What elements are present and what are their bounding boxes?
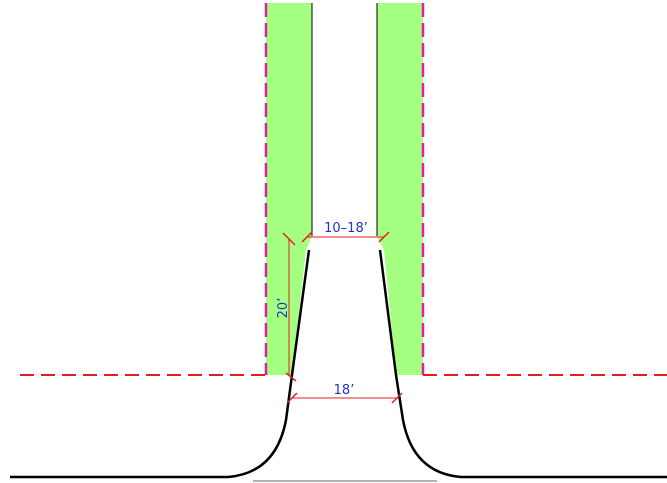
right-driveway-edge	[378, 249, 667, 479]
right-green-strip	[377, 3, 423, 375]
left-driveway-edge	[10, 249, 311, 479]
bottom-width-dimension: 18’	[286, 383, 403, 404]
top-width-dimension: 10–18’	[301, 221, 390, 243]
top-width-label: 10–18’	[324, 221, 368, 236]
bottom-width-label: 18’	[334, 383, 355, 398]
length-dimension: 20’	[276, 232, 297, 382]
left-green-strip	[266, 3, 312, 375]
length-label: 20’	[276, 298, 291, 319]
